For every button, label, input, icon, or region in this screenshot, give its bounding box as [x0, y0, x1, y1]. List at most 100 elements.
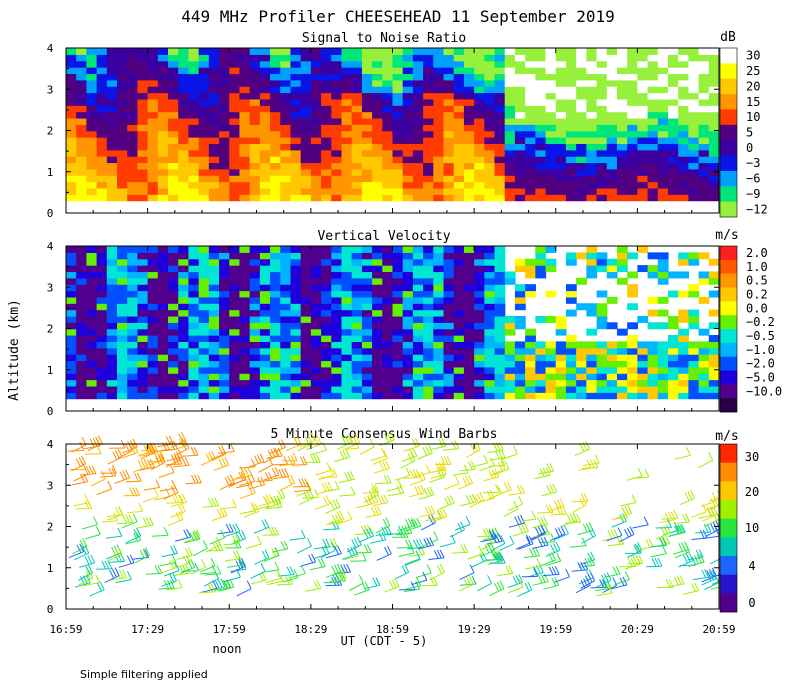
- snr-cell: [106, 67, 118, 75]
- wind-barb-feather: [674, 525, 680, 534]
- vv-cell: [514, 347, 526, 355]
- wind-barb-shaft: [278, 574, 295, 577]
- vv-cell: [402, 360, 414, 368]
- wind-barb-feather: [85, 570, 91, 580]
- vv-cell: [229, 277, 241, 285]
- snr-cell: [535, 156, 547, 164]
- x-tick-label: 17:59: [213, 623, 246, 636]
- vv-cell: [453, 341, 465, 349]
- wind-barb-feather: [441, 461, 447, 470]
- wind-barb-feather: [370, 494, 376, 503]
- colorbar-swatch: [720, 462, 737, 482]
- vv-cell: [657, 379, 669, 387]
- vv-cell: [76, 309, 87, 317]
- snr-cell: [331, 86, 343, 94]
- vv-cell: [504, 354, 516, 362]
- vv-cell: [423, 360, 434, 368]
- snr-cell: [433, 162, 445, 170]
- vv-cell: [127, 290, 139, 298]
- vv-cell: [249, 277, 261, 285]
- wind-barb-shaft: [168, 519, 184, 527]
- vv-cell: [229, 392, 241, 400]
- wind-barb-feather: [341, 569, 347, 578]
- vv-cell: [484, 252, 496, 260]
- snr-cell: [351, 168, 363, 176]
- vv-cell: [514, 392, 526, 400]
- vv-cell: [525, 385, 536, 393]
- wind-barb-feather: [174, 494, 180, 503]
- vv-cell: [239, 284, 251, 292]
- vv-cell: [66, 366, 77, 374]
- snr-cell: [127, 60, 139, 68]
- snr-cell: [168, 124, 179, 132]
- snr-cell: [708, 181, 720, 189]
- vv-cell: [321, 303, 332, 311]
- vv-cell: [433, 366, 445, 374]
- wind-barb-feather: [482, 528, 488, 537]
- vv-cell: [168, 284, 179, 292]
- vv-cell: [678, 373, 689, 381]
- vv-cell: [627, 252, 638, 260]
- snr-cell: [66, 111, 77, 119]
- wind-barb-feather: [491, 530, 497, 539]
- snr-cell: [667, 194, 679, 202]
- vv-cell: [331, 366, 343, 374]
- snr-cell: [259, 105, 271, 113]
- wind-barb-feather: [132, 513, 138, 523]
- snr-cell: [280, 194, 292, 202]
- snr-cell: [168, 54, 179, 62]
- vv-cell: [504, 328, 516, 336]
- snr-cell: [137, 149, 149, 157]
- wind-barb-shaft: [338, 478, 355, 484]
- snr-cell: [565, 60, 577, 68]
- snr-cell: [249, 181, 261, 189]
- wind-barb-feather: [195, 528, 201, 538]
- snr-cell: [341, 175, 353, 183]
- wind-barb-feather: [366, 544, 372, 553]
- wind-barb-feather: [657, 557, 663, 567]
- snr-cell: [627, 168, 638, 176]
- vv-cell: [351, 271, 363, 279]
- vv-cell: [341, 315, 353, 323]
- snr-cell: [147, 98, 159, 106]
- wind-barb-feather: [374, 484, 380, 493]
- wind-barb-shaft: [302, 496, 319, 499]
- vv-cell: [688, 341, 700, 349]
- vv-cell: [280, 271, 292, 279]
- wind-barb-feather: [624, 571, 630, 580]
- snr-cell: [66, 194, 77, 202]
- wind-barb-feather: [218, 542, 224, 551]
- vv-cell: [331, 354, 343, 362]
- wind-barb-shaft: [698, 459, 713, 469]
- snr-cell: [392, 162, 404, 170]
- snr-cell: [239, 181, 251, 189]
- vv-cell: [647, 265, 659, 273]
- vv-cell: [239, 335, 251, 342]
- vv-cell: [474, 258, 485, 266]
- snr-cell: [484, 149, 496, 157]
- y-tick-label: 1: [47, 562, 54, 575]
- vv-cell: [290, 392, 302, 400]
- wind-barb-feather: [624, 505, 630, 515]
- snr-cell: [412, 105, 424, 113]
- snr-cell: [627, 48, 638, 55]
- wind-barb-feather: [660, 526, 666, 536]
- vv-cell: [117, 271, 128, 279]
- vv-cell: [351, 252, 363, 260]
- vv-cell: [392, 258, 404, 266]
- vv-cell: [219, 354, 230, 362]
- vv-cell: [300, 379, 312, 387]
- vv-cell: [188, 322, 200, 330]
- vv-cell: [688, 373, 700, 381]
- snr-cell: [331, 162, 343, 170]
- vv-cell: [188, 296, 200, 304]
- wind-barb-feather: [241, 561, 247, 570]
- wind-barb-feather: [408, 539, 413, 548]
- vv-cell: [259, 265, 271, 273]
- snr-cell: [208, 137, 220, 144]
- wind-barb-shaft: [236, 588, 252, 597]
- vv-cell: [616, 354, 628, 362]
- vv-cell: [249, 379, 261, 387]
- vv-cell: [443, 347, 455, 355]
